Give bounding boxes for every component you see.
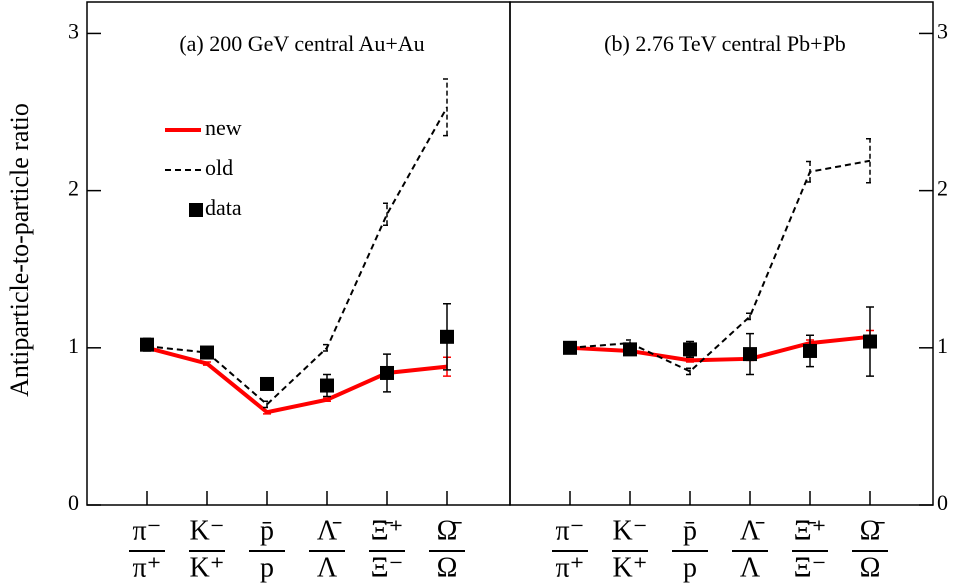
category-denominator: Λ [740,552,761,583]
category-denominator: Ξ⁻ [794,552,827,583]
category-denominator: π⁺ [556,552,585,583]
panel-title: (a) 200 GeV central Au+Au [179,31,424,56]
category-denominator: p [260,552,274,583]
y-tick-label: 1 [68,333,79,358]
category-numerator: π⁻ [133,515,162,546]
panel-title: (b) 2.76 TeV central Pb+Pb [604,31,846,56]
data-marker [683,342,697,357]
category-numerator: p̄ [260,515,274,546]
category-numerator: Λ̄ [740,515,765,546]
category-denominator: Ω [437,552,458,583]
data-marker [320,378,334,393]
category-denominator: Ω [860,552,881,583]
category-numerator: Λ̄ [317,515,342,546]
category-numerator: π⁻ [556,515,585,546]
error-bar [383,202,391,226]
y-tick-label: 2 [68,176,79,201]
category-numerator: K⁻ [613,515,648,546]
category-denominator: K⁺ [190,552,225,583]
category-numerator: Ξ̄⁺ [794,515,827,546]
category-numerator: Ξ̄⁺ [371,515,404,546]
data-marker [380,365,394,380]
error-bar [686,367,694,376]
plot-frame [509,1,934,506]
series-line [569,159,871,373]
category-numerator: Ω̄ [437,515,463,546]
category-numerator: Ω̄ [860,515,886,546]
error-bar [443,78,451,137]
y-axis-label: Antiparticle-to-particle ratio [5,103,34,397]
series-line [146,106,448,406]
category-denominator: Λ [317,552,338,583]
category-numerator: K⁻ [190,515,225,546]
y-tick-label: 0 [68,490,79,515]
plot-frame [86,1,511,506]
legend-marker [189,203,203,217]
y-tick-label: 3 [68,18,79,43]
data-marker [140,337,154,352]
series-line [146,345,448,415]
category-denominator: K⁺ [613,552,648,583]
category-denominator: π⁺ [133,552,162,583]
data-marker [623,342,637,357]
y-tick-label: 2 [937,176,948,201]
data-marker [260,376,274,391]
legend-label: new [205,115,242,140]
data-marker [803,343,817,358]
series-line [569,334,871,363]
category-denominator: Ξ⁻ [371,552,404,583]
y-tick-label: 0 [937,490,948,515]
y-tick-label: 1 [937,333,948,358]
data-marker [863,334,877,349]
category-numerator: p̄ [683,515,697,546]
data-marker [563,340,577,355]
data-marker [440,329,454,344]
category-denominator: p [683,552,697,583]
data-marker [200,345,214,360]
data-marker [743,347,757,362]
legend-label: data [205,195,242,220]
y-tick-label: 3 [937,18,948,43]
legend-label: old [205,155,233,180]
error-bar [866,138,874,184]
